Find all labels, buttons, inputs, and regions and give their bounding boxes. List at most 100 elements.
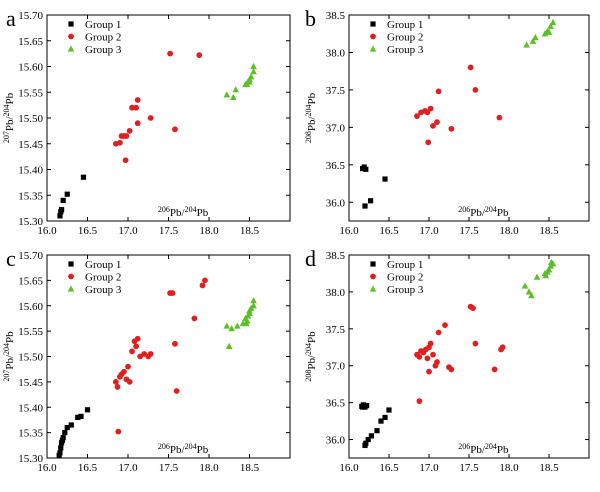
data-point <box>363 166 369 172</box>
x-tick-label: 18.5 <box>240 225 260 237</box>
data-point <box>191 315 198 322</box>
panel-c: c 16.0 16.5 17.0 17.5 18.0 18.5 15.30 15.35 15.40… <box>2 246 291 474</box>
x-tick-label: 16.0 <box>339 462 359 474</box>
legend-label: Group 2 <box>85 272 121 284</box>
plot-frame <box>46 14 291 222</box>
legend-label: Group 2 <box>85 32 121 44</box>
data-point <box>115 428 122 435</box>
y-tick-label: 38.0 <box>326 287 346 299</box>
data-point <box>228 324 235 332</box>
y-tick-label: 15.50 <box>18 113 43 125</box>
legend-marker <box>68 261 74 267</box>
data-point <box>133 104 140 111</box>
legend-label: Group 2 <box>387 32 423 44</box>
data-point <box>386 407 392 413</box>
data-point <box>68 422 74 428</box>
panel-a: a 16.0 16.5 17.0 17.5 18.0 18.5 15.30 15.35 15.40… <box>2 6 291 237</box>
data-point <box>122 157 129 164</box>
data-point <box>470 305 476 312</box>
x-tick-label: 18.0 <box>199 225 219 237</box>
data-point <box>57 450 63 456</box>
data-point <box>472 340 479 347</box>
x-tick-label: 18.0 <box>499 462 519 474</box>
data-point <box>414 113 420 120</box>
x-tick-label: 17.5 <box>159 225 179 237</box>
data-point <box>223 91 231 98</box>
data-point <box>246 309 253 316</box>
legend-marker <box>68 273 74 280</box>
data-point <box>250 302 257 309</box>
x-tick-label: 18.5 <box>539 462 559 474</box>
data-point <box>117 139 123 146</box>
plot-frame <box>46 254 291 459</box>
data-point <box>467 64 474 71</box>
y-tick-label: 15.45 <box>18 377 43 389</box>
legend-marker <box>370 261 376 267</box>
legend-marker <box>370 21 376 27</box>
legend-marker <box>67 285 75 292</box>
legend-label: Group 1 <box>387 19 423 31</box>
data-point <box>121 368 127 375</box>
y-tick-label: 15.70 <box>18 250 43 262</box>
y-tick-label: 37.5 <box>326 85 346 97</box>
x-tick-label: 17.5 <box>159 462 179 474</box>
data-point <box>147 351 154 357</box>
data-point <box>196 52 203 59</box>
panel-letter: d <box>305 246 316 271</box>
data-point <box>112 378 119 385</box>
data-point <box>529 37 537 44</box>
legend-label: Group 3 <box>387 44 424 56</box>
x-tick-label: 18.0 <box>199 462 219 474</box>
data-point <box>57 213 63 219</box>
data-point <box>75 414 81 420</box>
y-axis-label: 208Pb/204Pb <box>304 331 319 382</box>
data-point <box>448 366 455 373</box>
legend-label: Group 1 <box>85 19 121 31</box>
x-tick-label: 18.5 <box>240 462 260 474</box>
series-2 <box>112 277 208 435</box>
data-point <box>232 86 240 93</box>
series-1 <box>359 402 392 449</box>
y-tick-label: 15.65 <box>18 36 43 48</box>
data-point <box>58 445 64 451</box>
data-point <box>199 282 206 289</box>
x-tick-label: 18.0 <box>499 225 519 237</box>
data-point <box>62 430 68 436</box>
y-tick-label: 15.60 <box>18 62 43 74</box>
data-point <box>368 198 374 204</box>
data-point <box>363 440 369 446</box>
data-point <box>250 68 257 75</box>
data-point <box>427 340 434 347</box>
data-point <box>435 329 442 336</box>
y-tick-label: 37.5 <box>326 324 346 336</box>
data-point <box>246 78 253 85</box>
data-point <box>521 282 529 289</box>
legend-label: Group 1 <box>387 259 423 271</box>
data-point <box>202 277 208 284</box>
y-tick-label: 15.50 <box>18 352 43 364</box>
data-point <box>225 342 233 349</box>
x-tick-label: 18.5 <box>539 225 559 237</box>
data-point <box>80 174 87 180</box>
data-point <box>78 413 84 419</box>
data-point <box>426 368 432 375</box>
y-tick-label: 37.0 <box>326 122 346 134</box>
data-point <box>434 359 440 365</box>
data-point <box>496 114 503 121</box>
data-point <box>424 355 431 362</box>
y-tick-label: 15.40 <box>18 402 43 414</box>
y-tick-label: 15.55 <box>18 326 43 338</box>
x-tick-label: 16.5 <box>78 462 98 474</box>
panel-d: d 16.0 16.5 17.0 17.5 18.0 18.5 36.0 36.5 37.0 37.… <box>304 246 590 474</box>
data-point <box>430 351 436 358</box>
data-point <box>172 340 178 347</box>
data-point <box>533 273 541 280</box>
data-point <box>147 115 154 121</box>
data-point <box>378 418 384 424</box>
y-tick-label: 15.35 <box>18 428 43 440</box>
x-tick-label: 16.5 <box>78 225 98 237</box>
